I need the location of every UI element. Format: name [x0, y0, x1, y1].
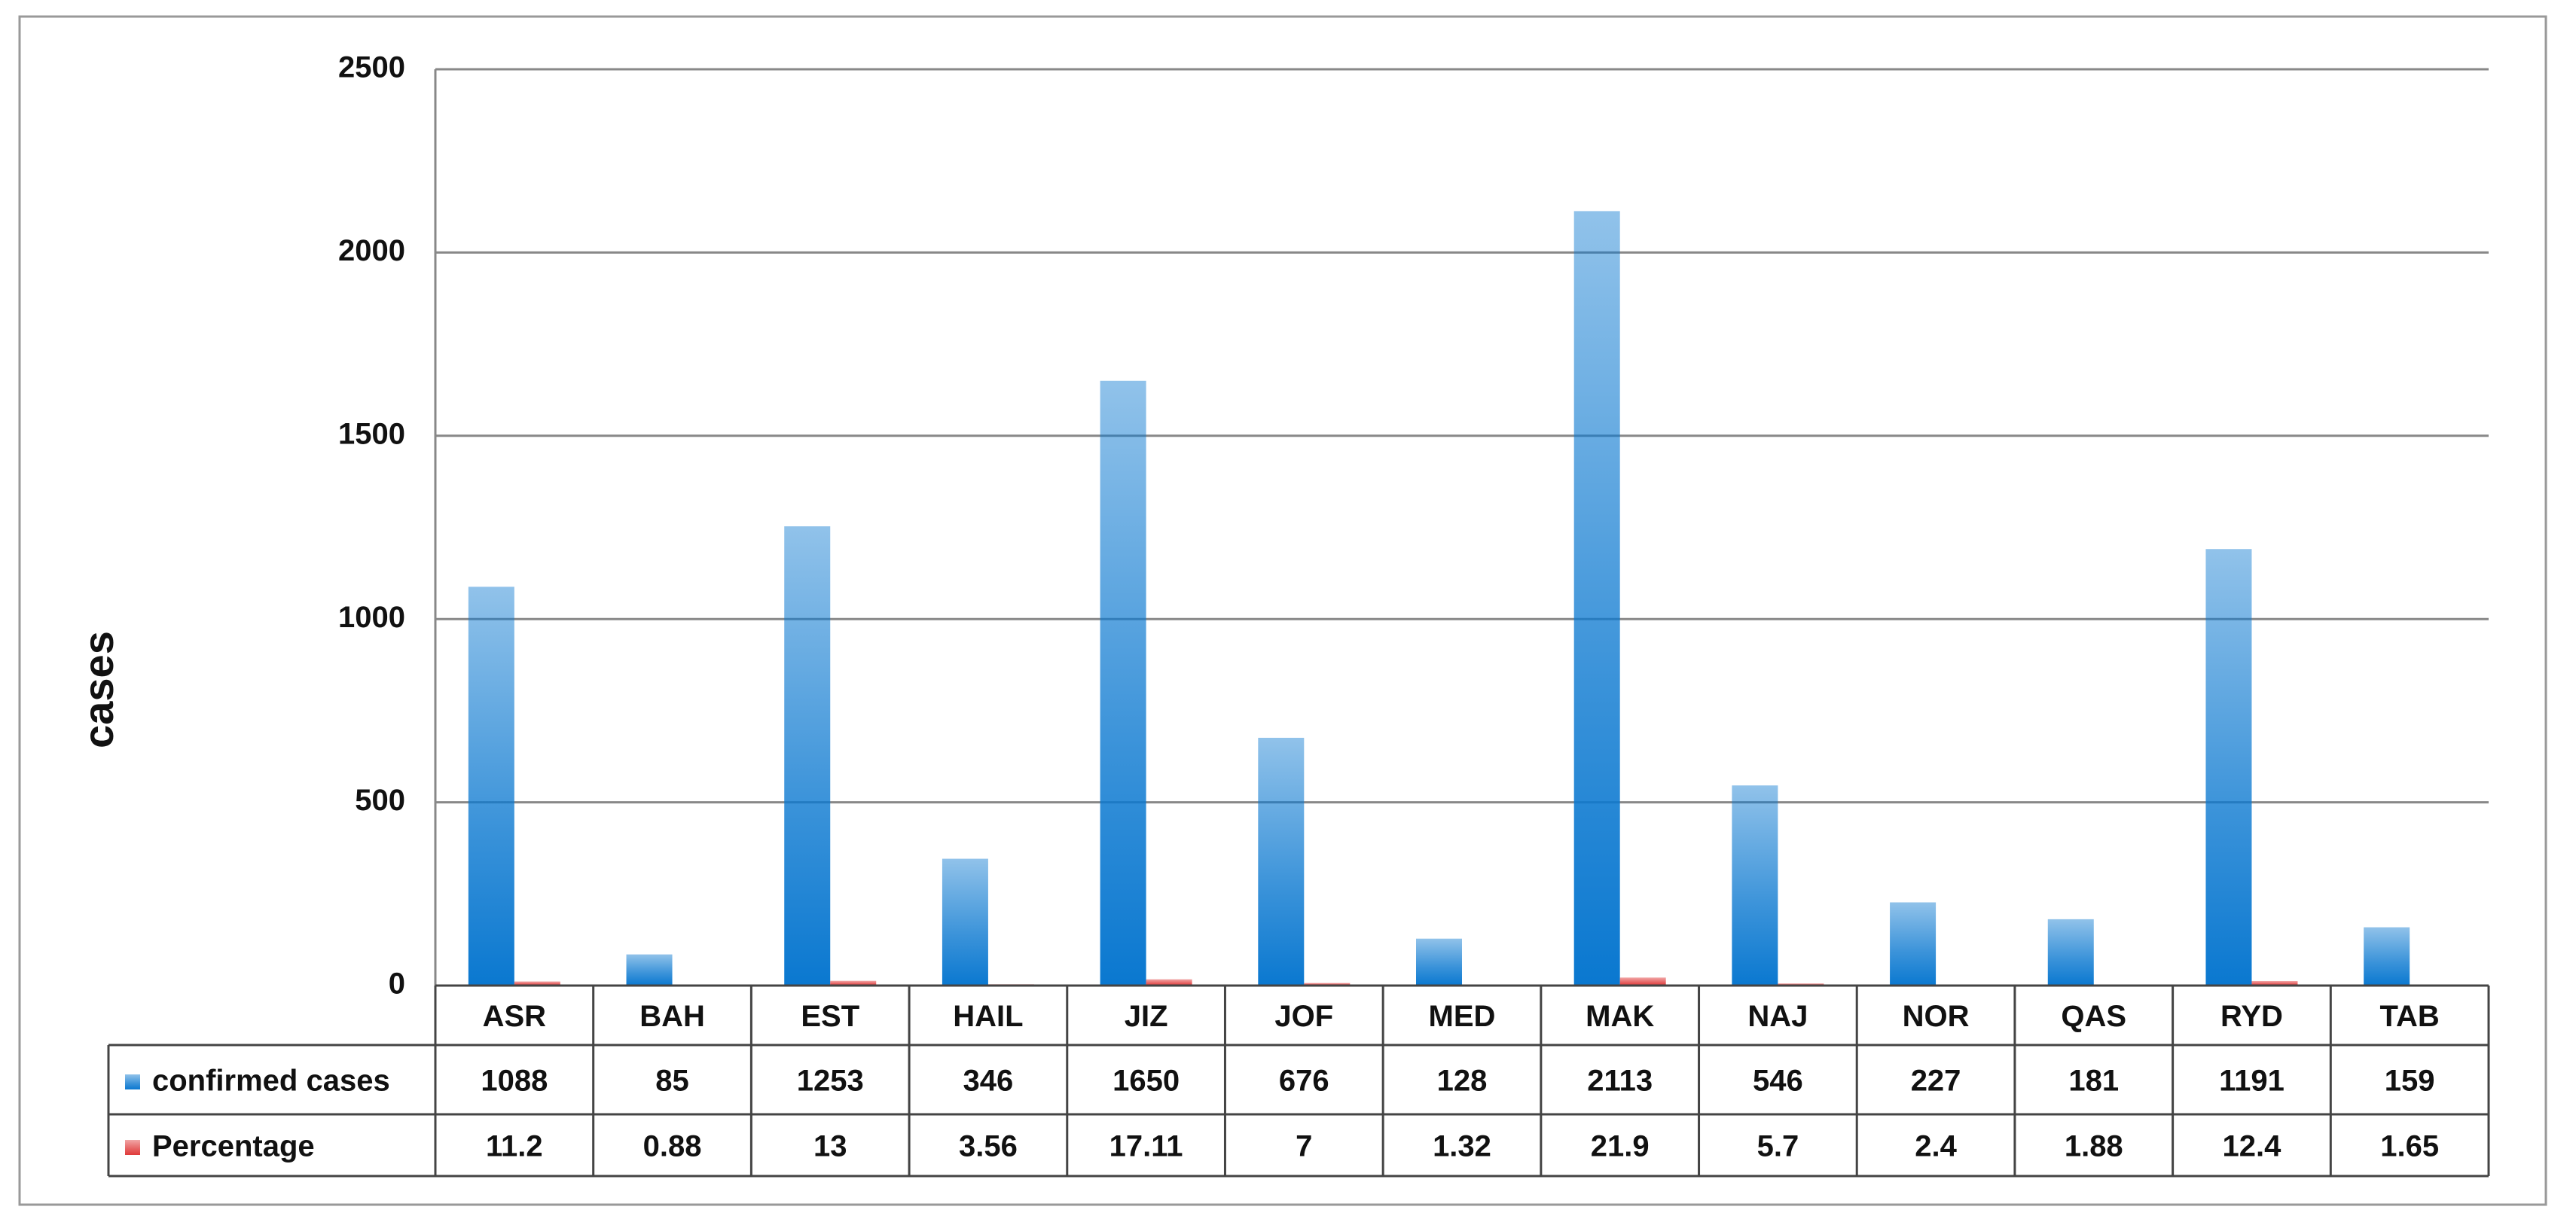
table-value: 21.9: [1591, 1130, 1650, 1163]
table-value: 3.56: [959, 1130, 1018, 1163]
bar: [1100, 380, 1146, 986]
x-tick-label: JOF: [1274, 1000, 1333, 1033]
y-tick-label: 1000: [338, 601, 405, 634]
table-value: 1.32: [1433, 1130, 1491, 1163]
bar: [1304, 983, 1351, 986]
table-value: 546: [1753, 1065, 1803, 1098]
bar: [784, 526, 831, 986]
bar: [1258, 737, 1305, 986]
bar: [830, 980, 877, 986]
table-value: 12.4: [2223, 1130, 2282, 1163]
bar: [626, 954, 673, 986]
table-value: 1.88: [2065, 1130, 2123, 1163]
table-value: 2.4: [1915, 1130, 1957, 1163]
table-value: 1191: [2219, 1065, 2285, 1098]
table-value: 181: [2068, 1065, 2119, 1098]
y-tick-label: 1500: [338, 417, 405, 450]
table-value: 11.2: [486, 1130, 543, 1163]
x-tick-label: HAIL: [953, 1000, 1023, 1033]
bar: [1619, 977, 1666, 986]
table-value: 159: [2385, 1065, 2435, 1098]
x-tick-label: TAB: [2380, 1000, 2440, 1033]
table-value: 128: [1437, 1065, 1488, 1098]
bar: [468, 587, 514, 986]
table-value: 346: [963, 1065, 1014, 1098]
x-tick-label: ASR: [483, 1000, 547, 1033]
y-axis-label: cases: [75, 631, 122, 748]
x-tick-label: MED: [1429, 1000, 1496, 1033]
x-tick-label: MAK: [1586, 1000, 1654, 1033]
x-tick-label: QAS: [2061, 1000, 2126, 1033]
x-tick-label: BAH: [639, 1000, 705, 1033]
bar: [2251, 980, 2298, 986]
table-value: 85: [655, 1065, 689, 1098]
x-tick-label: JIZ: [1125, 1000, 1168, 1033]
bar: [1146, 979, 1192, 986]
y-tick-label: 500: [355, 784, 405, 817]
bar: [2364, 927, 2410, 986]
table-value: 2113: [1587, 1065, 1653, 1098]
bar: [1573, 211, 1620, 986]
legend-key: [125, 1140, 140, 1155]
table-value: 5.7: [1757, 1130, 1799, 1163]
table-value: 1253: [797, 1065, 864, 1098]
table-value: 1088: [481, 1065, 548, 1098]
table-value: 1650: [1113, 1065, 1180, 1098]
bar: [2047, 919, 2094, 986]
bar: [1890, 902, 1937, 986]
legend-key: [125, 1074, 140, 1089]
bar: [2205, 549, 2252, 986]
x-tick-label: NOR: [1903, 1000, 1970, 1033]
bar: [942, 858, 988, 986]
chart-border: [18, 15, 2547, 1206]
table-value: 227: [1911, 1065, 1961, 1098]
x-tick-label: NAJ: [1747, 1000, 1808, 1033]
x-tick-label: RYD: [2220, 1000, 2283, 1033]
bar: [1732, 785, 1778, 986]
bar: [514, 981, 560, 986]
table-value: 676: [1279, 1065, 1329, 1098]
y-tick-label: 2000: [338, 234, 405, 267]
table-value: 7: [1296, 1130, 1312, 1163]
table-value: 13: [813, 1130, 847, 1163]
table-value: 17.11: [1109, 1130, 1183, 1163]
y-tick-label: 0: [389, 967, 405, 1001]
x-tick-label: EST: [801, 1000, 859, 1033]
bar: [1416, 938, 1462, 986]
legend-label: Percentage: [152, 1130, 315, 1163]
y-tick-label: 2500: [338, 51, 405, 84]
legend-label: confirmed cases: [152, 1065, 390, 1098]
table-value: 0.88: [643, 1130, 702, 1163]
table-value: 1.65: [2380, 1130, 2439, 1163]
